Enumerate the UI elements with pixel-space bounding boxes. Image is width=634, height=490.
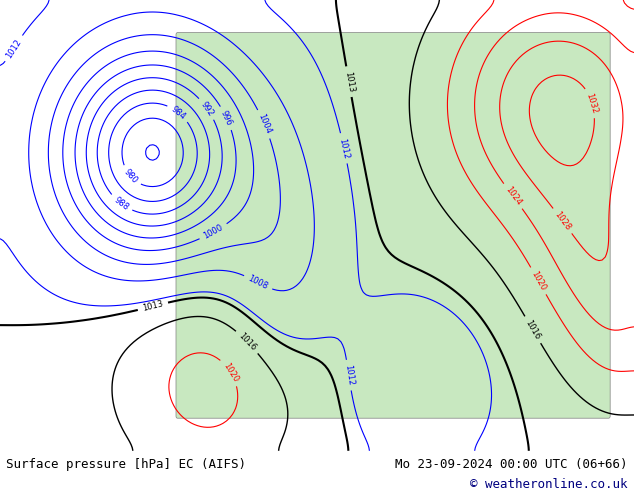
Text: 1004: 1004 bbox=[256, 113, 273, 135]
Text: 984: 984 bbox=[169, 104, 188, 121]
Text: 1032: 1032 bbox=[585, 92, 599, 114]
Text: 1020: 1020 bbox=[529, 270, 548, 292]
Text: 1024: 1024 bbox=[503, 185, 523, 207]
Text: 1012: 1012 bbox=[4, 37, 23, 60]
Text: 1013: 1013 bbox=[342, 71, 355, 93]
Text: © weatheronline.co.uk: © weatheronline.co.uk bbox=[470, 478, 628, 490]
Text: Mo 23-09-2024 00:00 UTC (06+66): Mo 23-09-2024 00:00 UTC (06+66) bbox=[395, 458, 628, 471]
Text: 1016: 1016 bbox=[236, 331, 258, 353]
Text: 980: 980 bbox=[122, 168, 139, 185]
FancyBboxPatch shape bbox=[176, 33, 610, 418]
Text: 1016: 1016 bbox=[524, 318, 542, 341]
Text: 1013: 1013 bbox=[141, 299, 164, 313]
Text: 1012: 1012 bbox=[337, 137, 351, 159]
Text: 1028: 1028 bbox=[553, 210, 573, 232]
Text: 1020: 1020 bbox=[221, 361, 240, 384]
Text: 1012: 1012 bbox=[343, 364, 355, 386]
Text: Surface pressure [hPa] EC (AIFS): Surface pressure [hPa] EC (AIFS) bbox=[6, 458, 247, 471]
Text: 996: 996 bbox=[219, 109, 234, 127]
Text: 988: 988 bbox=[112, 195, 130, 212]
Text: 1000: 1000 bbox=[202, 223, 225, 241]
Text: 1008: 1008 bbox=[247, 274, 269, 292]
Text: 992: 992 bbox=[199, 99, 216, 118]
